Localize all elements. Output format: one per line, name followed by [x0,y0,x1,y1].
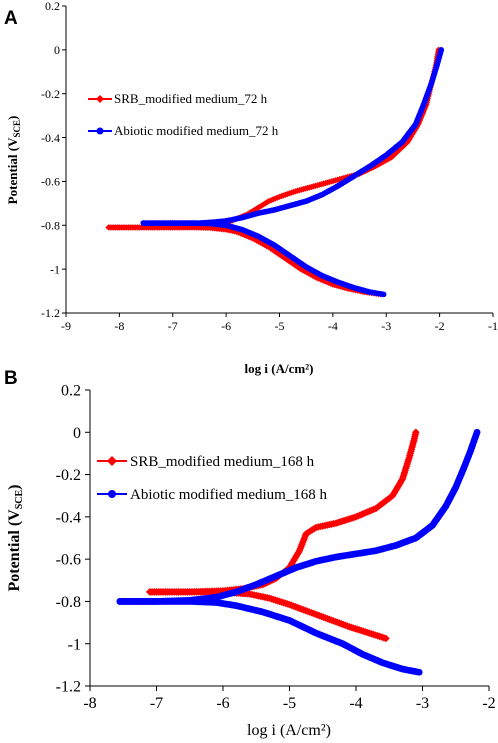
panel-b-y-tick-label-5: -0.8 [56,594,81,611]
panel-a-y-tick-label-2: -0.2 [41,87,60,101]
panel-a-y-axis-title: Potential (VSCE) [5,116,22,205]
panel-a-x-tick-label-2: -7 [168,319,178,333]
panel-a-x-tick-label-3: -6 [221,319,231,333]
panel-a-x-tick-label-4: -5 [275,319,285,333]
panel-a-x-ticks: -9 -8 -7 -6 -5 -4 -3 -2 -1 [61,313,498,333]
panel-b-legend: SRB_modified medium_168 h Abiotic modifi… [97,454,328,503]
panel-b-legend-marker-srb [107,456,117,466]
panel-b-x-tick-label-5: -3 [416,695,429,712]
panel-a-y-tick-label-0: 0.2 [45,0,60,13]
panel-a-label: A [4,8,18,29]
panel-b-x-tick-label-1: -7 [150,695,163,712]
panel-b-legend-marker-abiotic [108,490,116,498]
panel-a-x-tick-label-6: -3 [381,319,391,333]
panel-a-x-tick-label-5: -4 [328,319,338,333]
panel-b-y-tick-label-2: -0.2 [56,467,81,484]
panel-b-series-abiotic-anodic-point [473,428,481,436]
panel-b-y-ticks: 0.2 0 -0.2 -0.4 -0.6 -0.8 -1 -1.2 [56,383,90,696]
panel-a-legend-marker-srb [96,95,104,103]
panel-b-x-ticks: -8 -7 -6 -5 -4 -3 -2 [83,686,496,712]
panel-a-y-tick-label-7: -1.2 [41,306,60,320]
panel-b-y-axis-title-sub: SCE [14,490,25,510]
panel-a-legend-marker-abiotic [96,127,104,135]
panel-a-y-tick-label-3: -0.4 [41,131,60,145]
panel-b-y-tick-label-7: -1.2 [56,679,81,696]
panel-b-y-tick-label-6: -1 [68,636,81,653]
panel-b-legend-label-abiotic: Abiotic modified medium_168 h [130,487,328,503]
panel-a-y-ticks: 0.2 0 -0.2 -0.4 -0.6 -0.8 -1 -1.2 [41,0,66,320]
panel-a-y-tick-label-4: -0.6 [41,175,60,189]
panel-b-label: B [4,368,18,389]
panel-a-x-tick-label-7: -2 [435,319,445,333]
panel-b-x-tick-label-6: -2 [482,695,495,712]
panel-a-chart: A 0.20-0.2-0.4-0.6-0.8-1-1.2 -9 -8 -7 -6 -5-… [4,0,498,376]
panel-b-y-tick-label-0: 0.2 [61,383,81,400]
panel-a-y-axis-title-close: ) [5,116,20,120]
panel-a-series-abiotic-anodic-point [438,46,445,53]
panel-a-y-axis-title-sub: SCE [12,120,22,138]
panel-a-x-tick-label-0: -9 [61,319,71,333]
panel-b-series-srb-cathodic-point [382,634,390,643]
panel-a-y-tick-label-1: 0 [54,43,60,57]
panel-b-y-axis-title-main: Potential (V [6,509,23,592]
panel-b-y-tick-label-1: 0 [73,425,81,442]
panel-a-x-tick-label-8: -1 [488,319,498,333]
panel-b-y-axis-title: Potential (VSCE) [6,485,25,592]
panel-a-x-tick-label-1: -8 [114,319,124,333]
panel-b-y-axis-title-close: ) [6,485,23,490]
panel-a-y-tick-label-6: -1 [50,262,60,276]
panel-b-x-tick-label-4: -4 [349,695,362,712]
panel-a-y-axis-title-main: Potential (V [5,137,20,204]
panel-b-series [116,428,481,676]
panel-a-series [105,46,445,298]
panel-b-legend-label-srb: SRB_modified medium_168 h [130,454,315,470]
panel-b-y-tick-label-4: -0.6 [56,552,81,569]
panel-b-series-abiotic-cathodic-point [415,668,423,676]
panel-b-x-tick-label-3: -5 [283,695,296,712]
panel-a-legend-label-abiotic: Abiotic modified medium_72 h [114,123,279,138]
panel-a-x-axis-title: log i (A/cm²) [245,361,314,376]
panel-b-chart: B 0.20-0.2-0.4-0.6-0.8-1-1.2 -8 -7 -6 -5 -4-… [4,368,496,739]
panel-a-series-abiotic-cathodic-point [380,291,387,298]
panel-b-series-srb-anodic-point [412,428,420,437]
panel-a-y-tick-label-5: -0.8 [41,218,60,232]
panel-b-x-tick-label-0: -8 [83,695,96,712]
panel-b-x-tick-label-2: -6 [216,695,229,712]
panel-b-x-axis-title: log i (A/cm²) [247,722,331,739]
panel-a-legend: SRB_modified medium_72 h Abiotic modifie… [88,91,279,138]
panel-b-y-tick-label-3: -0.4 [56,509,81,526]
panel-a-legend-label-srb: SRB_modified medium_72 h [114,91,268,106]
